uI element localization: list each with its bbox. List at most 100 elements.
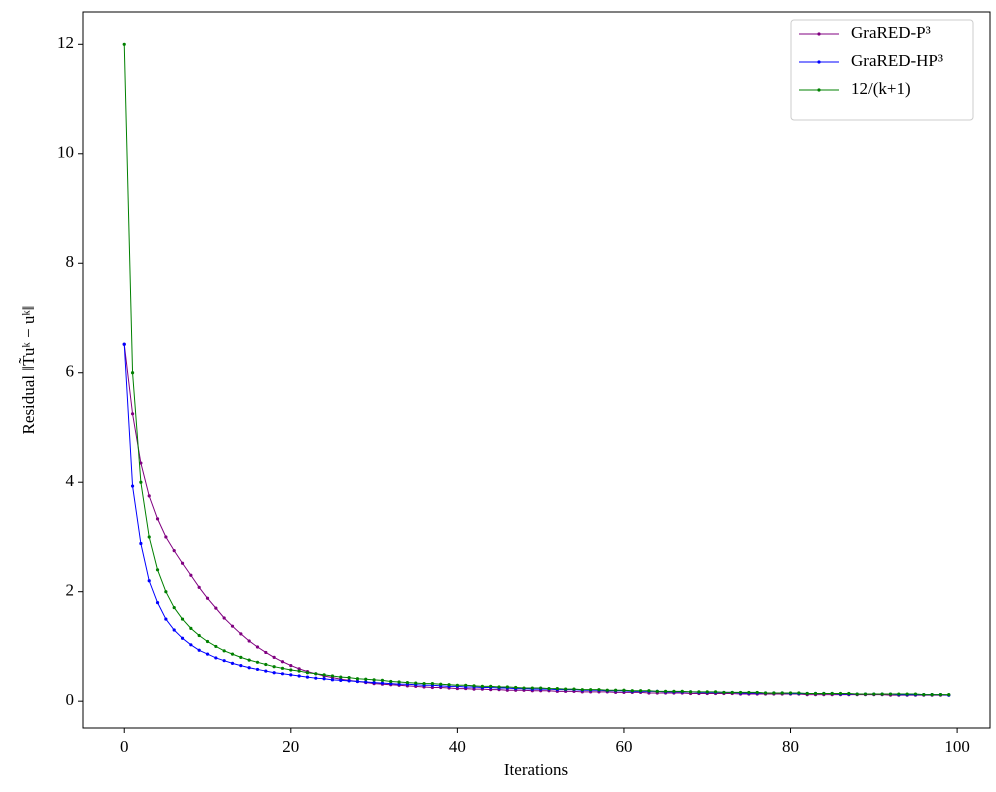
x-tick-label: 20 bbox=[282, 737, 299, 756]
data-point bbox=[389, 682, 393, 686]
data-point bbox=[555, 686, 559, 691]
data-point bbox=[339, 675, 343, 679]
data-point bbox=[930, 693, 934, 697]
data-point bbox=[897, 692, 901, 696]
legend-label: 12/(k+1) bbox=[851, 79, 911, 98]
data-point bbox=[805, 691, 809, 696]
data-point bbox=[597, 688, 601, 692]
data-point bbox=[547, 686, 551, 691]
data-point bbox=[239, 655, 243, 659]
data-point bbox=[455, 683, 459, 687]
data-point bbox=[880, 692, 884, 696]
data-point bbox=[230, 624, 235, 628]
y-tick-label: 8 bbox=[66, 252, 75, 271]
data-point bbox=[214, 656, 218, 660]
data-point bbox=[688, 690, 693, 694]
data-point bbox=[197, 633, 201, 638]
data-point bbox=[472, 687, 476, 691]
data-point bbox=[214, 644, 218, 649]
data-point bbox=[730, 690, 734, 695]
legend-marker bbox=[817, 60, 821, 64]
data-point bbox=[589, 688, 593, 692]
data-point bbox=[647, 689, 651, 693]
data-point bbox=[264, 650, 268, 655]
data-point bbox=[430, 682, 434, 686]
data-point bbox=[372, 680, 376, 685]
data-point bbox=[172, 549, 176, 553]
data-point bbox=[405, 680, 410, 685]
data-point bbox=[947, 693, 951, 697]
legend-marker bbox=[817, 32, 821, 36]
data-point bbox=[130, 371, 135, 375]
y-tick-label: 12 bbox=[57, 33, 74, 52]
data-point bbox=[122, 42, 126, 46]
data-point bbox=[389, 679, 393, 684]
data-point bbox=[347, 676, 351, 680]
x-tick-label: 40 bbox=[449, 737, 466, 756]
data-point bbox=[797, 691, 801, 695]
data-point bbox=[139, 480, 143, 484]
data-point bbox=[289, 663, 293, 668]
data-point bbox=[738, 690, 743, 695]
data-point bbox=[680, 689, 684, 693]
x-tick-label: 60 bbox=[615, 737, 632, 756]
data-point bbox=[663, 689, 668, 693]
data-point bbox=[172, 628, 176, 632]
data-point bbox=[763, 691, 768, 695]
data-point bbox=[280, 672, 285, 676]
series-line bbox=[123, 344, 949, 696]
data-point bbox=[564, 687, 568, 691]
data-point bbox=[255, 667, 260, 672]
data-point bbox=[205, 596, 210, 600]
data-point bbox=[155, 568, 160, 572]
data-point bbox=[397, 680, 401, 684]
data-point bbox=[347, 679, 351, 683]
data-point bbox=[447, 683, 451, 687]
y-tick-label: 6 bbox=[66, 362, 75, 381]
data-point bbox=[489, 684, 493, 688]
data-point bbox=[372, 678, 376, 682]
data-point bbox=[305, 671, 310, 675]
data-point bbox=[130, 412, 135, 416]
data-point bbox=[822, 691, 826, 696]
data-point bbox=[605, 688, 609, 692]
data-point bbox=[247, 639, 251, 643]
data-point bbox=[522, 686, 526, 690]
data-point bbox=[147, 494, 151, 498]
data-point bbox=[414, 681, 418, 685]
data-point bbox=[913, 692, 918, 696]
data-point bbox=[297, 667, 301, 671]
data-point bbox=[855, 692, 859, 696]
data-point bbox=[747, 690, 751, 695]
data-point bbox=[697, 690, 701, 694]
data-point bbox=[364, 680, 368, 684]
data-point bbox=[713, 690, 718, 694]
data-point bbox=[247, 658, 251, 662]
data-point bbox=[297, 674, 301, 678]
data-point bbox=[239, 632, 243, 636]
data-point bbox=[397, 682, 401, 686]
data-point bbox=[222, 616, 226, 620]
data-point bbox=[505, 688, 509, 692]
data-point bbox=[838, 691, 843, 696]
y-tick-label: 2 bbox=[66, 581, 75, 600]
data-point bbox=[305, 675, 310, 679]
data-point bbox=[672, 689, 676, 693]
data-point bbox=[888, 692, 893, 696]
data-point bbox=[755, 690, 759, 695]
data-point bbox=[788, 691, 793, 695]
data-point bbox=[189, 573, 193, 577]
data-point bbox=[330, 678, 335, 682]
data-point bbox=[180, 636, 185, 640]
data-point bbox=[830, 691, 834, 696]
data-point bbox=[514, 685, 518, 690]
data-point bbox=[139, 461, 143, 465]
data-point bbox=[505, 685, 509, 689]
data-point bbox=[355, 679, 360, 684]
x-tick-label: 100 bbox=[944, 737, 970, 756]
data-point bbox=[289, 673, 293, 677]
legend-label: GraRED-HP³ bbox=[851, 51, 943, 70]
data-point bbox=[847, 691, 851, 696]
data-point bbox=[155, 601, 160, 605]
data-point bbox=[472, 684, 476, 688]
